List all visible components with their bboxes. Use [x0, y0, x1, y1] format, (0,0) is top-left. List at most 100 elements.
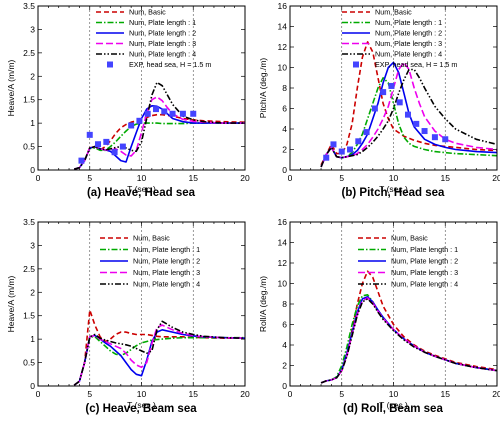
legend-entry: Num, Plate length : 2: [375, 29, 442, 38]
data-point: [355, 138, 362, 145]
legend-marker: [107, 61, 113, 68]
y-tick-label: 1.5: [23, 95, 35, 105]
chart-panel-1: 0 5 10 15 20 0 0.5 1 1.5 2 2.5 3 3.5 T (sec.) Heave/A …: [6, 1, 250, 199]
y-tick-label: 10: [278, 63, 288, 73]
data-point: [136, 117, 143, 124]
y-tick-label: 3.5: [23, 217, 35, 227]
x-tick-label: 5: [339, 173, 344, 183]
series-group: [73, 81, 245, 170]
y-tick-label: 2: [282, 361, 287, 371]
y-tick-label: 2: [282, 145, 287, 155]
y-tick-label: 12: [278, 258, 288, 268]
data-point: [152, 106, 159, 113]
data-point: [95, 141, 102, 148]
y-tick-label: 1: [30, 118, 35, 128]
x-tick-label: 20: [240, 389, 250, 399]
data-point: [190, 110, 197, 117]
x-axis-label: T (sec.): [127, 184, 156, 194]
x-tick-label: 10: [389, 389, 399, 399]
series-group: [320, 270, 497, 384]
legend-entry: Num, Plate length : 4: [129, 50, 196, 59]
legend-entry: Num, Plate length : 1: [129, 18, 196, 27]
x-tick-label: 15: [441, 389, 451, 399]
y-tick-label: 0: [282, 165, 287, 175]
y-tick-label: 8: [282, 83, 287, 93]
y-axis-label: Pitch/A (deg./m): [258, 58, 268, 119]
y-tick-label: 1.5: [23, 311, 35, 321]
legend-entry: EXP, head sea, H = 1.5 m: [129, 60, 211, 69]
panel-caption: (a) Heave, Head sea: [87, 187, 196, 199]
y-tick-label: 16: [278, 217, 288, 227]
data-point: [442, 136, 449, 143]
x-tick-label: 5: [87, 173, 92, 183]
series-line: [320, 298, 497, 384]
legend-entry: Num, Basic: [391, 234, 428, 243]
legend-entry: Num, Basic: [375, 8, 412, 17]
y-tick-label: 6: [282, 320, 287, 330]
series-line: [73, 309, 245, 386]
data-point: [347, 146, 354, 153]
x-axis-label: T (sec.): [127, 400, 156, 410]
data-point: [144, 110, 151, 117]
x-tick-label: 10: [389, 173, 399, 183]
legend-entry: Num, Plate length : 1: [133, 245, 200, 254]
y-tick-label: 1: [30, 334, 35, 344]
data-point: [431, 134, 438, 141]
series-group: [320, 41, 497, 168]
x-tick-label: 0: [288, 173, 293, 183]
data-point: [404, 111, 411, 118]
data-point: [128, 122, 135, 129]
legend-entry: Num, Plate length : 4: [391, 280, 458, 289]
x-tick-label: 15: [441, 173, 451, 183]
legend-entry: EXP, head sea, H = 1.5 m: [375, 60, 457, 69]
chart-panel-2: 0 5 10 15 20 0 2 4 6 8 10 12 14 16 T (sec.) Pitch/A (de…: [258, 1, 500, 199]
y-tick-label: 2: [30, 287, 35, 297]
data-point: [323, 154, 330, 161]
data-point: [371, 105, 378, 112]
y-tick-label: 16: [278, 1, 288, 11]
x-axis-label: T (sec.): [379, 400, 408, 410]
legend-entry: Num, Plate length : 3: [133, 268, 200, 277]
y-tick-label: 0: [282, 381, 287, 391]
y-tick-label: 12: [278, 42, 288, 52]
legend-entry: Num, Plate length : 3: [391, 268, 458, 277]
legend-entry: Num, Plate length : 4: [375, 50, 442, 59]
y-tick-label: 3: [30, 240, 35, 250]
legend-entry: Num, Plate length : 2: [129, 29, 196, 38]
panel-caption: (b) Pitch, Head sea: [342, 187, 445, 199]
y-axis-label: Roll/A (deg./m): [258, 276, 268, 332]
data-point: [86, 131, 93, 138]
series-group: [73, 309, 245, 386]
y-axis-label: Heave/A (m/m): [6, 275, 16, 332]
data-point: [396, 99, 403, 106]
y-axis-label: Heave/A (m/m): [6, 59, 16, 116]
panel-caption: (d) Roll, Beam sea: [343, 403, 443, 415]
series-line: [320, 68, 497, 168]
chart-panel-3: 0 5 10 15 20 0 0.5 1 1.5 2 2.5 3 3.5 T (sec.) Heave/A …: [6, 217, 250, 415]
y-tick-label: 3.5: [23, 1, 35, 11]
legend-entry: Num, Basic: [133, 234, 170, 243]
x-tick-label: 10: [137, 173, 147, 183]
x-tick-label: 0: [36, 173, 41, 183]
legend-entry: Num, Basic: [129, 8, 166, 17]
data-point: [388, 82, 395, 89]
data-point: [363, 129, 370, 136]
data-point: [413, 120, 420, 127]
y-tick-label: 0.5: [23, 358, 35, 368]
y-tick-label: 0.5: [23, 142, 35, 152]
data-point: [103, 138, 110, 145]
y-tick-label: 10: [278, 279, 288, 289]
x-tick-label: 15: [189, 173, 199, 183]
y-tick-label: 14: [278, 238, 288, 248]
y-tick-label: 2.5: [23, 264, 35, 274]
y-tick-label: 2.5: [23, 48, 35, 58]
data-point: [338, 148, 345, 155]
data-point: [78, 157, 85, 164]
series-line: [320, 61, 497, 168]
data-point: [330, 141, 337, 148]
y-tick-label: 3: [30, 24, 35, 34]
chart-panel-4: 0 5 10 15 20 0 2 4 6 8 10 12 14 16 T (sec.) Roll/A (deg…: [258, 217, 500, 415]
data-point: [169, 110, 176, 117]
x-tick-label: 10: [137, 389, 147, 399]
